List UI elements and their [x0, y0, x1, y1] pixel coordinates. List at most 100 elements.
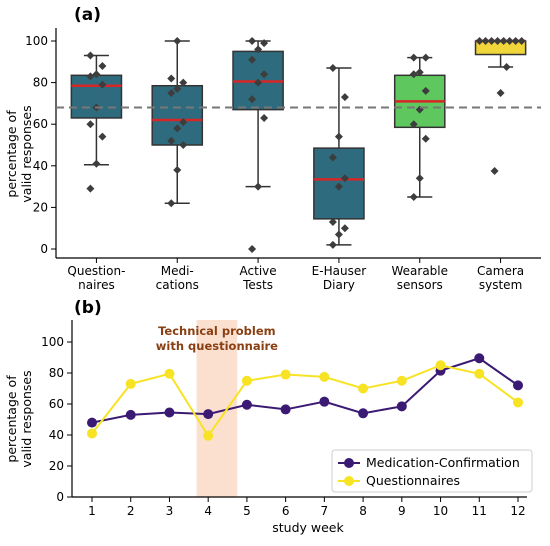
panel-b-ylabel-line2: valid responses: [19, 370, 34, 467]
data-point: [409, 53, 418, 62]
panel-b-xtick-label: 3: [166, 504, 174, 518]
data-point: [415, 68, 424, 77]
data-point: [340, 224, 349, 233]
data-point: [179, 118, 188, 127]
data-point: [328, 217, 337, 226]
panel-a-xtick-label: Medi-: [161, 264, 194, 278]
data-point: [248, 95, 257, 104]
panel-b-ytick-label: 0: [56, 490, 64, 504]
series-point-0: [203, 409, 214, 420]
series-point-0: [280, 404, 291, 415]
data-point: [409, 70, 418, 79]
panel-b-xtick-label: 6: [282, 504, 290, 518]
data-point: [173, 124, 182, 133]
data-point: [254, 78, 263, 87]
data-point: [254, 45, 263, 54]
series-point-0: [474, 353, 485, 364]
data-point: [86, 51, 95, 60]
panel-b-label: (b): [74, 298, 102, 318]
panel-a-label: (a): [74, 5, 101, 25]
legend-label: Questionnaires: [366, 473, 460, 488]
data-point: [493, 37, 502, 45]
panel-b-ytick-label: 60: [49, 397, 64, 411]
series-point-1: [513, 397, 523, 408]
panel-a-ylabel-line2: valid responses: [19, 105, 34, 202]
data-point: [167, 89, 176, 97]
panel-b-ytick-label: 100: [41, 335, 64, 349]
data-point: [248, 37, 257, 45]
series-point-1: [396, 375, 407, 386]
data-point: [260, 113, 269, 122]
data-point: [173, 84, 182, 93]
data-point: [173, 165, 182, 174]
panel-b-ytick-label: 20: [49, 459, 64, 473]
panel-a-ytick-label: 80: [33, 76, 48, 90]
legend: Medication-Confirmation Questionnaires: [331, 449, 533, 493]
highlight-annotation: Technical problem: [158, 324, 276, 338]
data-point: [511, 37, 520, 45]
data-point: [179, 141, 188, 149]
panel-a-ytick-label: 100: [25, 34, 48, 48]
data-point: [475, 37, 484, 45]
highlight-annotation: with questionnaire: [156, 339, 278, 353]
series-point-1: [474, 368, 485, 379]
box-iqr: [151, 84, 204, 146]
data-point: [496, 89, 505, 97]
panel-b-xtick-label: 1: [88, 504, 96, 518]
data-point: [340, 174, 349, 183]
data-point: [98, 61, 107, 70]
legend-label: Medication-Confirmation: [366, 455, 520, 470]
data-point: [328, 153, 337, 162]
data-point: [86, 120, 95, 129]
data-point: [517, 37, 526, 45]
series-point-0: [358, 408, 369, 419]
data-point: [505, 37, 514, 45]
data-point: [173, 37, 182, 45]
data-point: [328, 64, 337, 73]
panel-a-ytick-label: 40: [33, 159, 48, 173]
panel-b-ytick-label: 40: [49, 428, 64, 442]
data-point: [92, 159, 101, 168]
data-point: [179, 78, 188, 87]
data-point: [481, 37, 490, 45]
data-point: [167, 136, 176, 145]
series-point-1: [203, 430, 214, 441]
data-point: [334, 132, 343, 141]
panel-a-xtick-label: Wearable: [391, 264, 448, 278]
series-point-0: [513, 380, 523, 391]
series-line-0: [91, 357, 519, 424]
legend-marker: [344, 458, 354, 468]
series-point-0: [319, 396, 330, 407]
panel-a-xtick-label: Camera: [477, 264, 524, 278]
panel-a-xtick-label: Diary: [323, 278, 355, 292]
panel-b-xtick-label: 7: [321, 504, 329, 518]
data-point: [409, 120, 418, 129]
panel-a-xtick-label: Active: [240, 264, 277, 278]
data-point: [340, 93, 349, 102]
data-point: [421, 134, 430, 143]
panel-a-xtick-label: E-Hauser: [312, 264, 367, 278]
data-point: [260, 39, 269, 48]
data-point: [415, 174, 424, 183]
data-point: [490, 167, 499, 175]
series-point-1: [87, 428, 97, 439]
data-point: [248, 245, 257, 253]
series-point-0: [125, 409, 136, 420]
panel-b-xtick-label: 12: [510, 504, 525, 518]
series-point-1: [164, 368, 175, 379]
panel-b-ylabel-line1: percentage of: [4, 375, 19, 463]
series-point-0: [241, 399, 252, 410]
data-point: [421, 86, 430, 95]
data-point: [98, 132, 107, 141]
series-point-1: [280, 369, 291, 380]
panel-b-xtick-label: 9: [398, 504, 406, 518]
panel-b-xtick-label: 2: [127, 504, 135, 518]
panel-b-xtick-label: 5: [243, 504, 251, 518]
panel-a-xtick-label: Question-: [67, 264, 125, 278]
data-point: [92, 70, 101, 79]
series-point-1: [319, 371, 330, 382]
panel-b-ytick-label: 80: [49, 366, 64, 380]
panel-a-ytick-label: 60: [33, 117, 48, 131]
panel-b-xtick-label: 10: [433, 504, 448, 518]
panel-a-ytick-label: 20: [33, 200, 48, 214]
